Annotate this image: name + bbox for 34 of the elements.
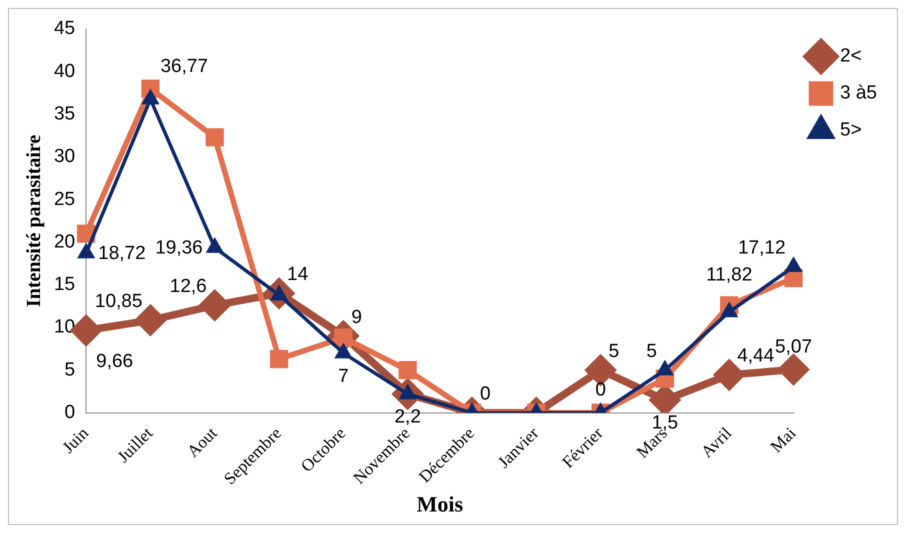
y-tick-label: 30 [54,146,76,168]
data-label: 5 [608,340,620,362]
y-tick-label: 0 [64,402,76,424]
data-label: 19,36 [155,237,203,258]
data-label: 12,6 [170,276,207,298]
data-label: 2,2 [394,406,421,428]
y-tick-label: 25 [54,188,76,210]
data-label: 18,72 [98,242,146,264]
y-tick-label: 5 [64,359,76,380]
data-label: 11,82 [706,264,752,286]
data-label: 36,77 [160,56,208,77]
data-label: 10,85 [94,290,142,312]
y-tick-label: 15 [54,274,76,296]
y-tick-label: 45 [54,18,76,40]
x-axis-title: Mois [416,491,464,516]
data-label: 9 [351,306,362,328]
y-axis-title: Intensité parasitaire [23,134,46,308]
legend-label: 3 à5 [840,82,878,104]
data-label: 0 [595,380,606,401]
data-label: 0 [480,384,491,405]
x-tick-label: Mai [766,423,800,456]
data-label: 5 [646,340,657,362]
legend-label: 5> [840,120,862,141]
y-tick-label: 40 [54,60,76,82]
data-label: 17,12 [738,238,786,258]
y-tick-label: 35 [54,104,76,125]
data-label: 7 [338,366,349,387]
data-label: 14 [287,264,309,286]
data-label: 5,07 [775,336,812,358]
data-label: 9,66 [96,351,134,372]
y-tick-label: 20 [54,231,76,252]
data-label: 4,44 [737,346,775,367]
x-tick-label: Juin [58,423,92,458]
legend-label: 2< [840,46,862,67]
